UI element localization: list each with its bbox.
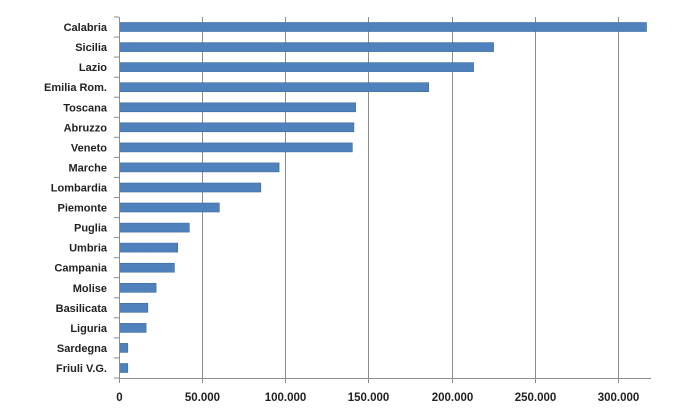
category-label: Lombardia <box>51 183 108 195</box>
bar <box>119 62 474 72</box>
bar <box>119 122 355 133</box>
category-label: Lazio <box>79 62 107 74</box>
bar <box>119 242 179 253</box>
bar <box>119 363 129 373</box>
category-labels: Calabria Sicilia Lazio Emilia Rom. Toscana Ab… <box>44 22 108 375</box>
tick-labels: 0 50.000 100.000 150.000 200.000 250.000 300.0… <box>116 392 639 404</box>
x-tick-label: 0 <box>116 392 122 404</box>
category-label: Friuli V.G. <box>56 363 107 375</box>
x-tick-label: 200.000 <box>432 392 474 404</box>
bar <box>119 202 220 213</box>
bar <box>119 282 157 293</box>
category-label: Piemonte <box>57 203 107 215</box>
bar <box>119 343 129 353</box>
x-tick-label: 50.000 <box>185 392 220 404</box>
category-label: Emilia Rom. <box>44 82 107 94</box>
category-label: Puglia <box>74 223 108 235</box>
bar <box>119 222 190 233</box>
bar <box>119 82 430 92</box>
x-tick-label: 250.000 <box>515 392 557 404</box>
axes <box>114 16 651 383</box>
category-label: Calabria <box>64 22 108 34</box>
bar <box>119 262 175 273</box>
gridlines <box>202 17 619 378</box>
bar <box>119 162 280 173</box>
category-label: Umbria <box>69 243 108 255</box>
category-label: Veneto <box>71 142 107 154</box>
bar <box>119 142 353 153</box>
category-label: Sicilia <box>75 42 108 54</box>
category-label: Basilicata <box>56 303 108 315</box>
bar <box>119 182 262 193</box>
category-label: Sardegna <box>57 343 108 355</box>
category-label: Marche <box>68 162 107 174</box>
category-label: Abruzzo <box>64 122 108 134</box>
bar <box>119 323 147 333</box>
bar <box>119 22 647 32</box>
category-label: Molise <box>73 283 107 295</box>
bar <box>119 42 494 52</box>
x-tick-label: 150.000 <box>348 392 390 404</box>
x-tick-label: 300.000 <box>598 392 640 404</box>
category-label: Toscana <box>63 102 108 114</box>
x-tick-label: 100.000 <box>265 392 307 404</box>
category-label: Campania <box>54 263 107 275</box>
bar <box>119 302 149 313</box>
bar <box>119 102 356 113</box>
category-label: Liguria <box>70 323 108 335</box>
bars <box>119 22 647 373</box>
